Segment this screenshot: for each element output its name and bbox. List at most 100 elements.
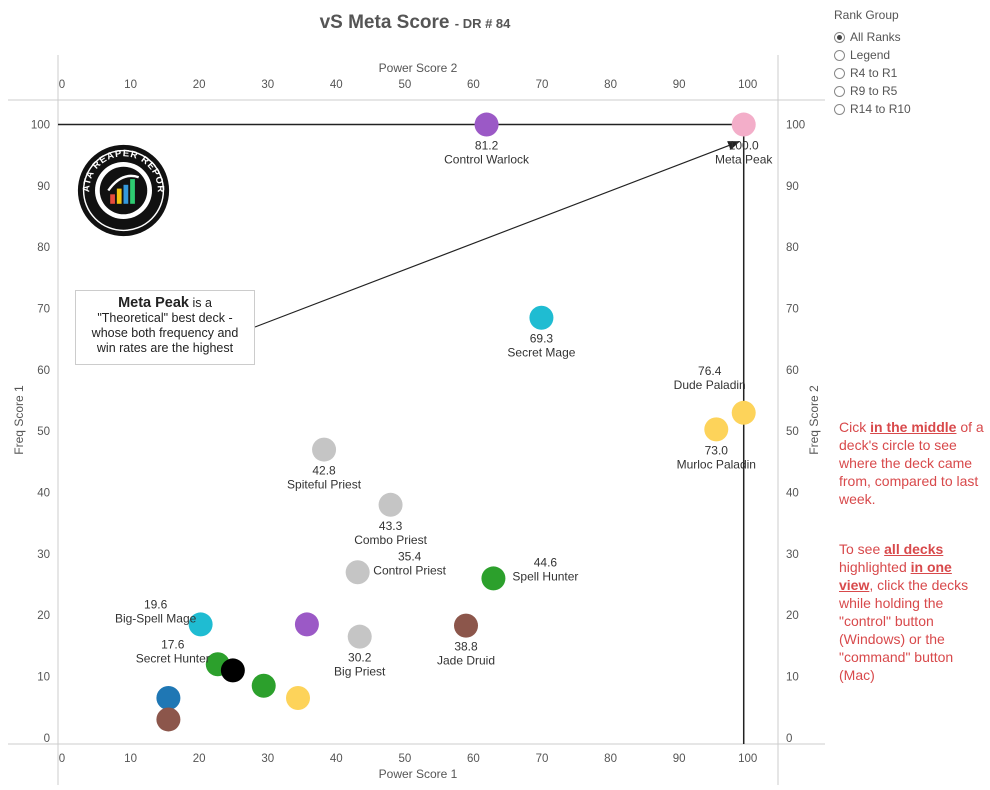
x2-tick-label: 0 (59, 79, 65, 91)
deck-point[interactable] (251, 673, 276, 698)
rank-option-r14-to-r10[interactable]: R14 to R10 (834, 100, 911, 118)
chart-title: vS Meta Score - DR # 84 (0, 12, 830, 34)
deck-name-label: Combo Priest (354, 533, 427, 547)
deck-point-meta-peak[interactable] (731, 112, 756, 137)
y-tick-label: 90 (37, 181, 50, 193)
deck-point-spiteful-priest[interactable] (312, 437, 337, 462)
y-tick-label: 10 (37, 672, 50, 684)
help-text-part: highlighted (839, 559, 911, 575)
deck-point-big-spell-mage[interactable] (188, 612, 213, 637)
rank-option-all-ranks[interactable]: All Ranks (834, 28, 911, 46)
help-text-emphasis: in one view (839, 559, 952, 593)
deck-point-big-priest[interactable] (347, 624, 372, 649)
x2-tick-label: 100 (738, 79, 757, 91)
deck-score-label: 69.3 (530, 332, 554, 346)
deck-name-label: Murloc Paladin (677, 457, 756, 471)
deck-score-label: 17.6 (161, 637, 185, 651)
chart-title-main: vS Meta Score (319, 12, 450, 33)
y-tick-label: 70 (37, 304, 50, 316)
rank-option-r9-to-r5[interactable]: R9 to R5 (834, 82, 911, 100)
radio-icon[interactable] (834, 67, 845, 79)
deck-point[interactable] (286, 686, 310, 710)
deck-score-label: 35.4 (398, 549, 422, 563)
meta-peak-note-bold: Meta Peak (118, 295, 189, 311)
rank-option-r4-to-r1[interactable]: R4 to R1 (834, 64, 911, 82)
deck-score-label: 73.0 (705, 443, 729, 457)
deck-point-spell-hunter[interactable] (481, 566, 506, 591)
deck-point[interactable] (220, 658, 245, 683)
y2-tick-label: 40 (786, 488, 799, 500)
meta-peak-note-text-4: win rates are the highest (96, 341, 234, 355)
deck-name-label: Big-Spell Mage (115, 611, 197, 625)
deck-score-label: 81.2 (475, 139, 499, 153)
x2-tick-label: 50 (398, 79, 411, 91)
deck-point-combo-priest[interactable] (378, 492, 403, 517)
deck-name-label: Control Priest (373, 563, 446, 577)
help-text-part: To see (839, 541, 885, 557)
y2-tick-label: 20 (786, 610, 799, 622)
deck-point[interactable] (294, 612, 319, 637)
y-tick-label: 100 (31, 120, 50, 132)
help-text-click: Cick in the middle of a deck's circle to… (839, 418, 989, 508)
rank-option-legend[interactable]: Legend (834, 46, 911, 64)
y2-tick-label: 50 (786, 426, 799, 438)
deck-score-label: 30.2 (348, 651, 372, 665)
y-tick-label: 60 (37, 365, 50, 377)
deck-point[interactable] (156, 686, 181, 710)
y2-tick-label: 80 (786, 242, 799, 254)
deck-point-control-priest[interactable] (345, 560, 370, 585)
help-text-part: Cick (839, 419, 871, 435)
deck-score-label: 38.8 (454, 640, 478, 654)
rank-group-title: Rank Group (834, 8, 899, 22)
x-tick-label: 0 (59, 753, 65, 765)
y-tick-label: 80 (37, 242, 50, 254)
x2-tick-label: 10 (124, 79, 137, 91)
y2-tick-label: 60 (786, 365, 799, 377)
deck-name-label: Secret Hunter (136, 651, 210, 665)
y2-tick-label: 100 (786, 120, 805, 132)
radio-icon[interactable] (834, 103, 845, 115)
deck-point-control-warlock[interactable] (474, 112, 499, 137)
radio-icon[interactable] (834, 85, 845, 97)
x-tick-label: 50 (398, 753, 411, 765)
rank-group-filter: Rank Group All Ranks Legend R4 to R1 R9 … (834, 8, 911, 118)
y-tick-label: 20 (37, 610, 50, 622)
deck-name-label: Secret Mage (507, 346, 575, 360)
x2-tick-label: 90 (673, 79, 686, 91)
deck-name-label: Control Warlock (444, 153, 530, 167)
x-tick-label: 70 (536, 753, 549, 765)
x2-tick-label: 60 (467, 79, 480, 91)
x-tick-label: 60 (467, 753, 480, 765)
rank-option-label: All Ranks (850, 30, 901, 44)
chart-title-sub: - DR # 84 (454, 16, 511, 31)
deck-score-label: 76.4 (698, 364, 722, 378)
deck-point-dude-paladin[interactable] (731, 400, 756, 425)
y2-tick-label: 0 (786, 733, 792, 745)
deck-name-label: Jade Druid (437, 654, 495, 668)
deck-name-label: Big Priest (334, 665, 386, 679)
y-tick-label: 40 (37, 488, 50, 500)
y2-axis-title: Freq Score 2 (807, 385, 821, 455)
x-tick-label: 80 (604, 753, 617, 765)
deck-point-murloc-paladin[interactable] (704, 417, 729, 442)
deck-point[interactable] (156, 707, 181, 732)
radio-icon[interactable] (834, 31, 845, 43)
deck-point-jade-druid[interactable] (454, 613, 478, 638)
meta-peak-note-text-1: is a (189, 296, 212, 310)
x2-tick-label: 70 (536, 79, 549, 91)
rank-option-label: Legend (850, 48, 891, 62)
y2-tick-label: 10 (786, 672, 799, 684)
radio-icon[interactable] (834, 49, 845, 61)
rank-option-label: R9 to R5 (850, 84, 898, 98)
rank-option-label: R14 to R10 (850, 102, 911, 116)
deck-name-label: Spiteful Priest (287, 478, 362, 492)
deck-name-label: Spell Hunter (512, 569, 578, 583)
y2-tick-label: 30 (786, 549, 799, 561)
x2-tick-label: 30 (261, 79, 274, 91)
y-tick-label: 30 (37, 549, 50, 561)
deck-score-label: 100.0 (729, 139, 759, 153)
help-text-emphasis: all decks (884, 541, 944, 557)
x-tick-label: 90 (673, 753, 686, 765)
x2-tick-label: 20 (193, 79, 206, 91)
deck-point-secret-mage[interactable] (529, 305, 554, 330)
